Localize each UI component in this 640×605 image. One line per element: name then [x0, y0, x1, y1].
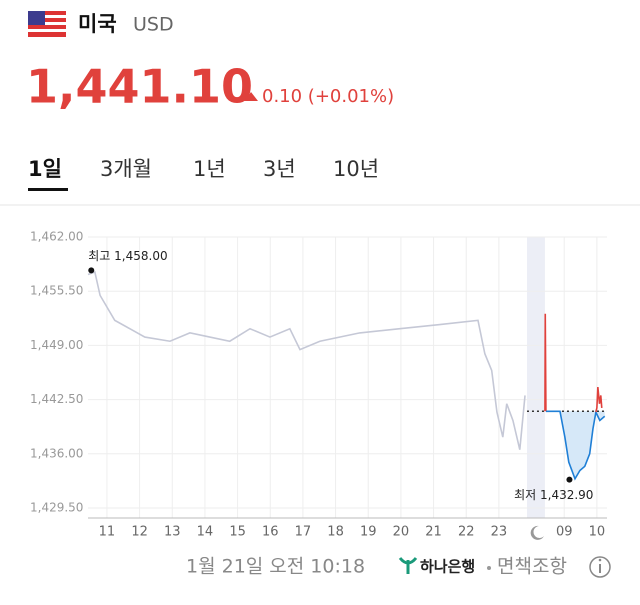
- tab[interactable]: 3개월: [100, 157, 152, 181]
- bank: 하나은행: [420, 558, 475, 576]
- x-tick-label: 12: [131, 525, 148, 540]
- y-tick-label: 1,455.50: [30, 284, 83, 298]
- tab-underline: [28, 188, 68, 191]
- x-tick-label: 17: [295, 525, 312, 540]
- closed-band: [526, 237, 545, 518]
- x-tick-label: 11: [99, 525, 116, 540]
- y-tick-label: 1,436.00: [30, 446, 83, 460]
- x-tick-label: 22: [458, 525, 475, 540]
- tab[interactable]: 1일: [28, 157, 62, 181]
- price: 1,441.10: [26, 60, 253, 114]
- x-tick-label: 14: [197, 525, 214, 540]
- area: [545, 411, 605, 479]
- annotation: 최고 1,458.00: [88, 249, 167, 263]
- x-tick-label: 13: [164, 525, 181, 540]
- line: [595, 387, 603, 413]
- y-tick-label: 1,449.00: [30, 338, 83, 352]
- chart: 1,462.00 1,455.50 1,449.00 1,442.50 1,436.00…: [30, 230, 607, 540]
- y-tick-label: 1,442.50: [30, 392, 83, 406]
- currency: USD: [133, 14, 174, 36]
- x-tick-label: 15: [229, 525, 246, 540]
- x-tick-label: 20: [393, 525, 410, 540]
- x-tick-label: 10: [589, 525, 606, 540]
- country: 미국: [78, 12, 117, 36]
- flag: [28, 11, 66, 37]
- moon-icon: [530, 525, 544, 540]
- annotation-dot: [566, 476, 573, 483]
- line: [544, 313, 547, 412]
- y-tick-label: 1,462.00: [30, 230, 83, 244]
- timestamp: 1월 21일 오전 10:18: [186, 556, 365, 578]
- tab[interactable]: 1년: [193, 157, 226, 181]
- annotation-dot: [88, 267, 95, 274]
- change: 0.10 (+0.01%): [262, 86, 394, 107]
- tabs: 1일 3개월 1년 3년 10년: [28, 157, 379, 181]
- x-tick-label: 09: [556, 525, 573, 540]
- disclaimer[interactable]: 면책조항: [497, 556, 567, 578]
- line: [87, 270, 526, 450]
- tab[interactable]: 3년: [263, 157, 296, 181]
- y-tick-label: 1,429.50: [30, 501, 83, 515]
- tab[interactable]: 10년: [333, 157, 379, 181]
- x-tick-label: 16: [262, 525, 279, 540]
- dot: [487, 566, 491, 570]
- x-tick-label: 18: [327, 525, 344, 540]
- bank-logo: [398, 557, 418, 574]
- up-arrow: [244, 92, 258, 101]
- line: [545, 409, 606, 481]
- x-tick-label: 21: [425, 525, 442, 540]
- info-icon[interactable]: [589, 556, 611, 578]
- annotation: 최저 1,432.90: [514, 488, 593, 502]
- x-tick-label: 23: [491, 525, 508, 540]
- x-tick-label: 19: [360, 525, 377, 540]
